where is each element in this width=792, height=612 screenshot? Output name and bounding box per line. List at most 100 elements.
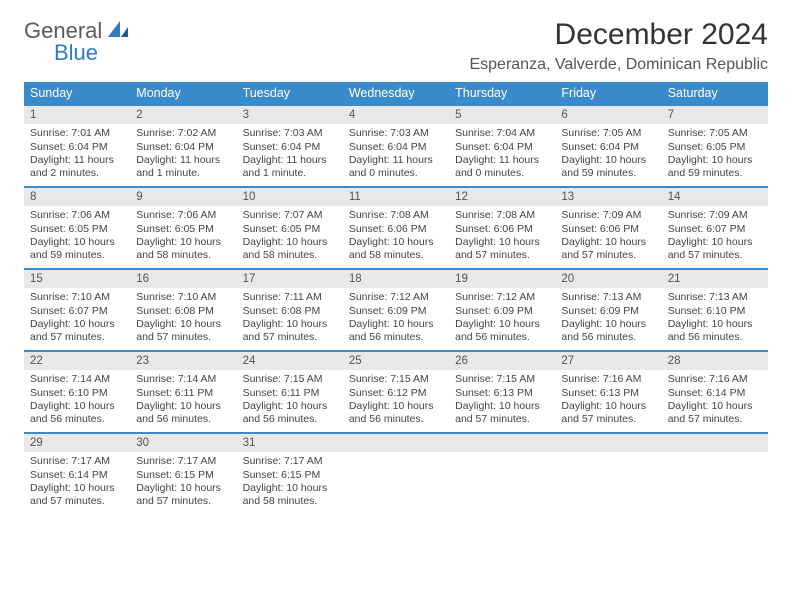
calendar-day-cell: 14Sunrise: 7:09 AMSunset: 6:07 PMDayligh… (662, 187, 768, 269)
day-number-empty (449, 433, 555, 452)
day-number: 27 (555, 351, 661, 370)
calendar-day-cell (555, 433, 661, 515)
day-details: Sunrise: 7:01 AMSunset: 6:04 PMDaylight:… (24, 124, 130, 186)
weekday-header: Wednesday (343, 82, 449, 105)
day-details: Sunrise: 7:13 AMSunset: 6:10 PMDaylight:… (662, 288, 768, 350)
day-details: Sunrise: 7:04 AMSunset: 6:04 PMDaylight:… (449, 124, 555, 186)
day-details: Sunrise: 7:09 AMSunset: 6:07 PMDaylight:… (662, 206, 768, 268)
day-number: 25 (343, 351, 449, 370)
day-number: 9 (130, 187, 236, 206)
day-number: 29 (24, 433, 130, 452)
calendar-week-row: 1Sunrise: 7:01 AMSunset: 6:04 PMDaylight… (24, 105, 768, 187)
day-details: Sunrise: 7:12 AMSunset: 6:09 PMDaylight:… (449, 288, 555, 350)
calendar-day-cell: 15Sunrise: 7:10 AMSunset: 6:07 PMDayligh… (24, 269, 130, 351)
day-number: 20 (555, 269, 661, 288)
logo: General Blue (24, 18, 130, 44)
calendar-day-cell: 22Sunrise: 7:14 AMSunset: 6:10 PMDayligh… (24, 351, 130, 433)
calendar-week-row: 15Sunrise: 7:10 AMSunset: 6:07 PMDayligh… (24, 269, 768, 351)
day-details: Sunrise: 7:17 AMSunset: 6:15 PMDaylight:… (237, 452, 343, 514)
calendar-day-cell: 18Sunrise: 7:12 AMSunset: 6:09 PMDayligh… (343, 269, 449, 351)
day-number: 23 (130, 351, 236, 370)
calendar-week-row: 8Sunrise: 7:06 AMSunset: 6:05 PMDaylight… (24, 187, 768, 269)
calendar-day-cell: 25Sunrise: 7:15 AMSunset: 6:12 PMDayligh… (343, 351, 449, 433)
calendar-day-cell: 9Sunrise: 7:06 AMSunset: 6:05 PMDaylight… (130, 187, 236, 269)
logo-text-blue: Blue (54, 40, 98, 66)
calendar-day-cell: 13Sunrise: 7:09 AMSunset: 6:06 PMDayligh… (555, 187, 661, 269)
calendar-day-cell: 4Sunrise: 7:03 AMSunset: 6:04 PMDaylight… (343, 105, 449, 187)
calendar-day-cell: 12Sunrise: 7:08 AMSunset: 6:06 PMDayligh… (449, 187, 555, 269)
day-number: 7 (662, 105, 768, 124)
day-number: 21 (662, 269, 768, 288)
calendar-week-row: 22Sunrise: 7:14 AMSunset: 6:10 PMDayligh… (24, 351, 768, 433)
day-details: Sunrise: 7:11 AMSunset: 6:08 PMDaylight:… (237, 288, 343, 350)
day-details: Sunrise: 7:14 AMSunset: 6:11 PMDaylight:… (130, 370, 236, 432)
day-details: Sunrise: 7:15 AMSunset: 6:12 PMDaylight:… (343, 370, 449, 432)
day-number: 26 (449, 351, 555, 370)
day-number: 19 (449, 269, 555, 288)
weekday-header: Tuesday (237, 82, 343, 105)
day-number: 12 (449, 187, 555, 206)
day-number: 4 (343, 105, 449, 124)
day-details: Sunrise: 7:16 AMSunset: 6:13 PMDaylight:… (555, 370, 661, 432)
day-details: Sunrise: 7:17 AMSunset: 6:14 PMDaylight:… (24, 452, 130, 514)
day-number: 1 (24, 105, 130, 124)
day-details: Sunrise: 7:14 AMSunset: 6:10 PMDaylight:… (24, 370, 130, 432)
day-details: Sunrise: 7:02 AMSunset: 6:04 PMDaylight:… (130, 124, 236, 186)
day-details: Sunrise: 7:08 AMSunset: 6:06 PMDaylight:… (449, 206, 555, 268)
day-details: Sunrise: 7:08 AMSunset: 6:06 PMDaylight:… (343, 206, 449, 268)
day-number: 24 (237, 351, 343, 370)
day-number: 6 (555, 105, 661, 124)
calendar-day-cell (343, 433, 449, 515)
calendar-day-cell: 24Sunrise: 7:15 AMSunset: 6:11 PMDayligh… (237, 351, 343, 433)
day-number: 14 (662, 187, 768, 206)
weekday-header: Sunday (24, 82, 130, 105)
calendar-day-cell: 6Sunrise: 7:05 AMSunset: 6:04 PMDaylight… (555, 105, 661, 187)
weekday-header: Friday (555, 82, 661, 105)
day-details: Sunrise: 7:15 AMSunset: 6:13 PMDaylight:… (449, 370, 555, 432)
calendar-day-cell: 29Sunrise: 7:17 AMSunset: 6:14 PMDayligh… (24, 433, 130, 515)
calendar-week-row: 29Sunrise: 7:17 AMSunset: 6:14 PMDayligh… (24, 433, 768, 515)
day-details: Sunrise: 7:05 AMSunset: 6:05 PMDaylight:… (662, 124, 768, 186)
day-number-empty (555, 433, 661, 452)
day-details: Sunrise: 7:06 AMSunset: 6:05 PMDaylight:… (24, 206, 130, 268)
calendar-day-cell: 3Sunrise: 7:03 AMSunset: 6:04 PMDaylight… (237, 105, 343, 187)
day-details: Sunrise: 7:12 AMSunset: 6:09 PMDaylight:… (343, 288, 449, 350)
location-text: Esperanza, Valverde, Dominican Republic (469, 56, 768, 74)
calendar-day-cell: 19Sunrise: 7:12 AMSunset: 6:09 PMDayligh… (449, 269, 555, 351)
day-number-empty (343, 433, 449, 452)
calendar-day-cell: 26Sunrise: 7:15 AMSunset: 6:13 PMDayligh… (449, 351, 555, 433)
day-details: Sunrise: 7:10 AMSunset: 6:08 PMDaylight:… (130, 288, 236, 350)
calendar-day-cell: 21Sunrise: 7:13 AMSunset: 6:10 PMDayligh… (662, 269, 768, 351)
day-number: 22 (24, 351, 130, 370)
weekday-header: Thursday (449, 82, 555, 105)
day-number: 3 (237, 105, 343, 124)
day-details: Sunrise: 7:16 AMSunset: 6:14 PMDaylight:… (662, 370, 768, 432)
day-details: Sunrise: 7:05 AMSunset: 6:04 PMDaylight:… (555, 124, 661, 186)
day-details: Sunrise: 7:03 AMSunset: 6:04 PMDaylight:… (237, 124, 343, 186)
calendar-day-cell: 17Sunrise: 7:11 AMSunset: 6:08 PMDayligh… (237, 269, 343, 351)
calendar-day-cell: 31Sunrise: 7:17 AMSunset: 6:15 PMDayligh… (237, 433, 343, 515)
calendar-day-cell: 20Sunrise: 7:13 AMSunset: 6:09 PMDayligh… (555, 269, 661, 351)
calendar-day-cell: 2Sunrise: 7:02 AMSunset: 6:04 PMDaylight… (130, 105, 236, 187)
calendar-day-cell (449, 433, 555, 515)
day-number: 2 (130, 105, 236, 124)
day-number: 31 (237, 433, 343, 452)
page-title: December 2024 (469, 18, 768, 52)
calendar-day-cell: 5Sunrise: 7:04 AMSunset: 6:04 PMDaylight… (449, 105, 555, 187)
title-block: December 2024 Esperanza, Valverde, Domin… (469, 18, 768, 74)
day-details: Sunrise: 7:06 AMSunset: 6:05 PMDaylight:… (130, 206, 236, 268)
day-details: Sunrise: 7:03 AMSunset: 6:04 PMDaylight:… (343, 124, 449, 186)
calendar-day-cell: 10Sunrise: 7:07 AMSunset: 6:05 PMDayligh… (237, 187, 343, 269)
calendar-day-cell: 28Sunrise: 7:16 AMSunset: 6:14 PMDayligh… (662, 351, 768, 433)
weekday-header-row: Sunday Monday Tuesday Wednesday Thursday… (24, 82, 768, 105)
calendar-day-cell (662, 433, 768, 515)
day-number: 10 (237, 187, 343, 206)
calendar-day-cell: 23Sunrise: 7:14 AMSunset: 6:11 PMDayligh… (130, 351, 236, 433)
header: General Blue December 2024 Esperanza, Va… (24, 18, 768, 74)
day-details: Sunrise: 7:15 AMSunset: 6:11 PMDaylight:… (237, 370, 343, 432)
day-details: Sunrise: 7:13 AMSunset: 6:09 PMDaylight:… (555, 288, 661, 350)
day-number: 15 (24, 269, 130, 288)
calendar-day-cell: 11Sunrise: 7:08 AMSunset: 6:06 PMDayligh… (343, 187, 449, 269)
logo-sail-icon (106, 19, 130, 44)
weekday-header: Monday (130, 82, 236, 105)
